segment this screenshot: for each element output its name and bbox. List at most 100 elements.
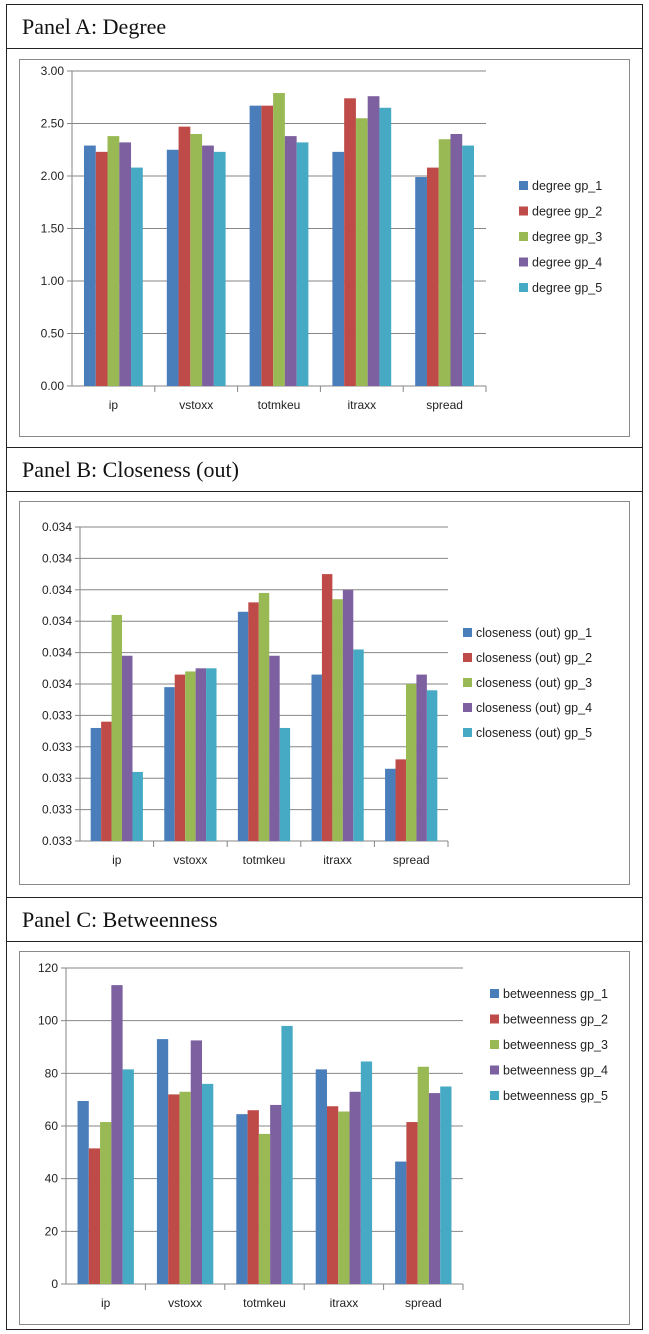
legend-label: closeness (out) gp_1 [476,626,592,640]
bar [156,1039,169,1284]
bar [213,151,226,386]
x-tick-label: ip [112,853,122,867]
legend-label: closeness (out) gp_2 [476,651,592,665]
bar [247,1110,259,1284]
legend-swatch [463,653,472,662]
bar [179,1091,191,1284]
bar [405,684,417,841]
bar [174,674,186,841]
bar [261,105,274,387]
x-tick-label: totmkeu [258,398,301,412]
bar [385,768,396,841]
bar [332,599,343,841]
y-tick-label: 0.034 [42,583,72,597]
legend-label: degree gp_2 [532,205,602,219]
bar [353,649,364,841]
panel-separator [7,897,642,898]
bar [416,674,427,841]
bar [428,1093,441,1284]
legend-label: degree gp_3 [532,230,602,244]
bar [111,985,123,1284]
bar [122,655,133,841]
x-tick-label: vstoxx [179,398,213,412]
y-tick-label: 60 [45,1119,59,1133]
bar [321,574,333,841]
x-tick-label: ip [109,398,119,412]
bar [258,592,270,841]
x-tick-label: ip [101,1296,111,1310]
bar [195,668,207,841]
bar [415,177,427,386]
bar [379,107,392,386]
bar [111,614,123,841]
legend-label: betweenness gp_2 [503,1013,608,1027]
bar [462,145,474,386]
panel-b-chart-area: 0.033 0.033 0.033 0.033 0.033 0.034 0.034 0.034… [19,501,630,885]
y-tick-label: 0.033 [42,803,72,817]
bar [249,105,262,387]
bar [332,151,345,386]
bar [426,690,438,841]
legend-label: closeness (out) gp_4 [476,701,592,715]
y-tick-label: 120 [38,961,58,975]
bar [90,727,102,841]
x-tick-label: spread [405,1296,442,1310]
legend-swatch [463,628,472,637]
x-tick-label: spread [393,853,430,867]
x-tick-label: totmkeu [243,1296,286,1310]
bar [119,142,132,386]
bar [190,134,203,386]
legend-swatch [490,1091,499,1100]
bar [258,1133,271,1284]
bar [450,134,463,386]
y-tick-label: 0.034 [42,677,72,691]
bar [326,1106,339,1284]
bar [395,1161,407,1284]
bar [132,771,143,841]
legend-swatch [519,206,528,216]
y-tick-label: 1.50 [41,222,65,236]
y-tick-label: 0.034 [42,646,72,660]
x-tick-label: spread [426,398,463,412]
bar [168,1094,180,1284]
bar [107,136,120,386]
legend-swatch [519,181,528,190]
bar [206,668,217,841]
bar [315,1069,327,1284]
bar [426,167,439,386]
legend-label: closeness (out) gp_3 [476,676,592,690]
y-tick-label: 0.034 [42,614,72,628]
y-tick-label: 2.50 [41,117,65,131]
bar [122,1069,134,1284]
y-tick-label: 20 [45,1224,59,1238]
legend-swatch [463,703,472,712]
y-tick-label: 0 [51,1277,58,1291]
bar [88,1148,101,1284]
bar [185,671,196,841]
panel-b-chart: 0.033 0.033 0.033 0.033 0.033 0.034 0.034 0.034… [42,520,592,867]
bar [101,721,112,841]
x-tick-label: totmkeu [243,853,286,867]
bar [438,139,451,386]
bar [236,1114,248,1284]
y-tick-label: 2.00 [41,169,65,183]
y-tick-label: 0.033 [42,740,72,754]
y-tick-label: 0.033 [42,708,72,722]
legend-label: betweenness gp_4 [503,1064,608,1078]
bar [190,1040,203,1284]
legend-label: degree gp_1 [532,179,602,193]
panel-a-chart: 0.00 0.50 1.00 1.50 2.00 2.50 3.00 ip vstoxx totm… [41,64,603,412]
legend-swatch [519,283,528,292]
y-tick-label: 100 [38,1014,58,1028]
bar [84,145,96,386]
y-tick-label: 80 [45,1066,59,1080]
bar [349,1091,361,1284]
bar [100,1122,112,1284]
legend-label: closeness (out) gp_5 [476,726,592,740]
legend-label: degree gp_5 [532,281,602,295]
panel-c-chart: 0 20 40 60 80 100 120 ip vstoxx totmkeu itraxx spre… [38,961,608,1310]
panel-separator [7,447,642,448]
y-tick-label: 0.034 [42,551,72,565]
figure-frame: Panel A: Degree 0.00 0.50 1.00 1.50 2.00 2.50… [6,4,643,1330]
legend-swatch [490,1014,499,1024]
